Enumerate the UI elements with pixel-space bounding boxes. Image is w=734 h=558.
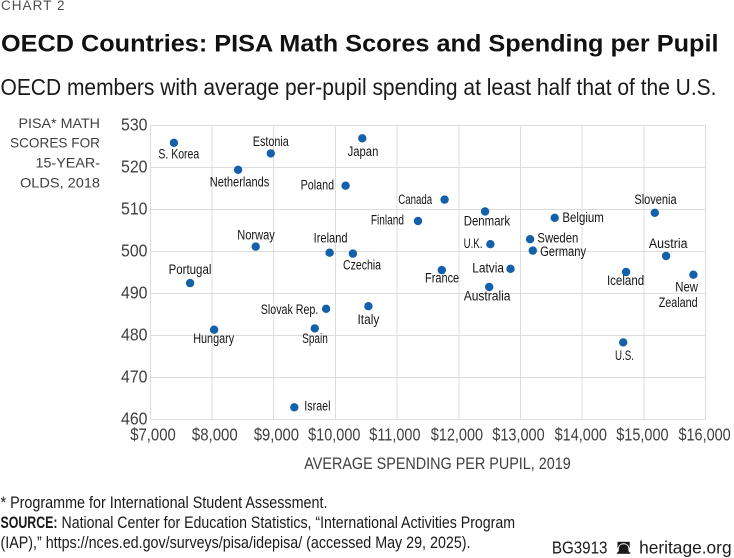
svg-text:500: 500 bbox=[121, 241, 148, 261]
svg-text:Sweden: Sweden bbox=[537, 230, 578, 245]
svg-text:$11,000: $11,000 bbox=[369, 424, 420, 444]
svg-text:$13,000: $13,000 bbox=[492, 424, 544, 444]
svg-text:$7,000: $7,000 bbox=[130, 424, 176, 444]
svg-text:PISA* MATH: PISA* MATH bbox=[19, 116, 101, 131]
svg-text:Portugal: Portugal bbox=[169, 262, 212, 277]
svg-text:Zealand: Zealand bbox=[659, 295, 698, 310]
svg-text:(IAP),” https://nces.ed.gov/su: (IAP),” https://nces.ed.gov/surveys/pisa… bbox=[1, 534, 471, 552]
svg-text:Germany: Germany bbox=[540, 244, 586, 259]
svg-text:Spain: Spain bbox=[302, 331, 328, 346]
svg-text:OLDS, 2018: OLDS, 2018 bbox=[20, 176, 100, 191]
svg-text:Denmark: Denmark bbox=[464, 214, 511, 229]
svg-text:France: France bbox=[425, 270, 459, 285]
svg-text:Iceland: Iceland bbox=[607, 273, 644, 288]
svg-text:Czechia: Czechia bbox=[343, 258, 381, 273]
svg-text:Estonia: Estonia bbox=[253, 134, 289, 149]
svg-text:* Programme for International: * Programme for International Student As… bbox=[1, 494, 328, 512]
svg-text:Slovak Rep.: Slovak Rep. bbox=[261, 302, 319, 317]
svg-text:490: 490 bbox=[121, 283, 148, 303]
svg-text:Netherlands: Netherlands bbox=[210, 175, 270, 190]
svg-text:Austria: Austria bbox=[649, 236, 688, 251]
svg-text:OECD members with average per-: OECD members with average per-pupil spen… bbox=[1, 74, 717, 100]
svg-text:Israel: Israel bbox=[304, 398, 330, 413]
svg-text:Finland: Finland bbox=[371, 213, 404, 228]
svg-text:$12,000: $12,000 bbox=[431, 424, 483, 444]
svg-text:Hungary: Hungary bbox=[193, 331, 234, 346]
svg-text:U.K.: U.K. bbox=[464, 236, 483, 251]
svg-text:460: 460 bbox=[121, 409, 148, 429]
svg-text:15-YEAR-: 15-YEAR- bbox=[36, 156, 101, 171]
svg-text:510: 510 bbox=[121, 199, 148, 219]
svg-text:530: 530 bbox=[121, 115, 148, 135]
svg-text:470: 470 bbox=[121, 367, 148, 387]
svg-text:SCORES FOR: SCORES FOR bbox=[10, 135, 100, 150]
svg-text:Australia: Australia bbox=[464, 289, 511, 304]
svg-text:S. Korea: S. Korea bbox=[158, 147, 199, 162]
svg-text:Japan: Japan bbox=[348, 144, 379, 159]
svg-text:heritage.org: heritage.org bbox=[639, 538, 732, 558]
svg-text:OECD Countries: PISA Math Scor: OECD Countries: PISA Math Scores and Spe… bbox=[1, 30, 719, 57]
svg-text:National Center for Education: National Center for Education Statistics… bbox=[62, 514, 516, 532]
svg-text:New: New bbox=[675, 279, 698, 294]
svg-text:$14,000: $14,000 bbox=[555, 424, 607, 444]
svg-text:Latvia: Latvia bbox=[472, 260, 504, 275]
svg-text:$9,000: $9,000 bbox=[254, 424, 299, 444]
svg-text:$16,000: $16,000 bbox=[678, 424, 730, 444]
svg-text:BG3913: BG3913 bbox=[552, 538, 608, 558]
svg-text:U.S.: U.S. bbox=[615, 348, 634, 363]
svg-text:480: 480 bbox=[121, 325, 148, 345]
svg-text:$15,000: $15,000 bbox=[616, 424, 668, 444]
svg-text:Belgium: Belgium bbox=[562, 210, 603, 225]
svg-text:$8,000: $8,000 bbox=[192, 424, 238, 444]
svg-text:Italy: Italy bbox=[358, 312, 380, 327]
svg-text:CHART 2: CHART 2 bbox=[1, 0, 65, 13]
svg-text:SOURCE:: SOURCE: bbox=[1, 514, 58, 532]
svg-text:Slovenia: Slovenia bbox=[634, 192, 677, 207]
svg-text:520: 520 bbox=[121, 157, 148, 177]
svg-text:Norway: Norway bbox=[237, 228, 275, 243]
svg-text:AVERAGE SPENDING PER PUPIL, 20: AVERAGE SPENDING PER PUPIL, 2019 bbox=[304, 455, 571, 473]
svg-text:Canada: Canada bbox=[398, 192, 432, 207]
svg-text:Poland: Poland bbox=[301, 177, 335, 192]
svg-text:Ireland: Ireland bbox=[314, 231, 348, 246]
svg-text:$10,000: $10,000 bbox=[308, 424, 360, 444]
